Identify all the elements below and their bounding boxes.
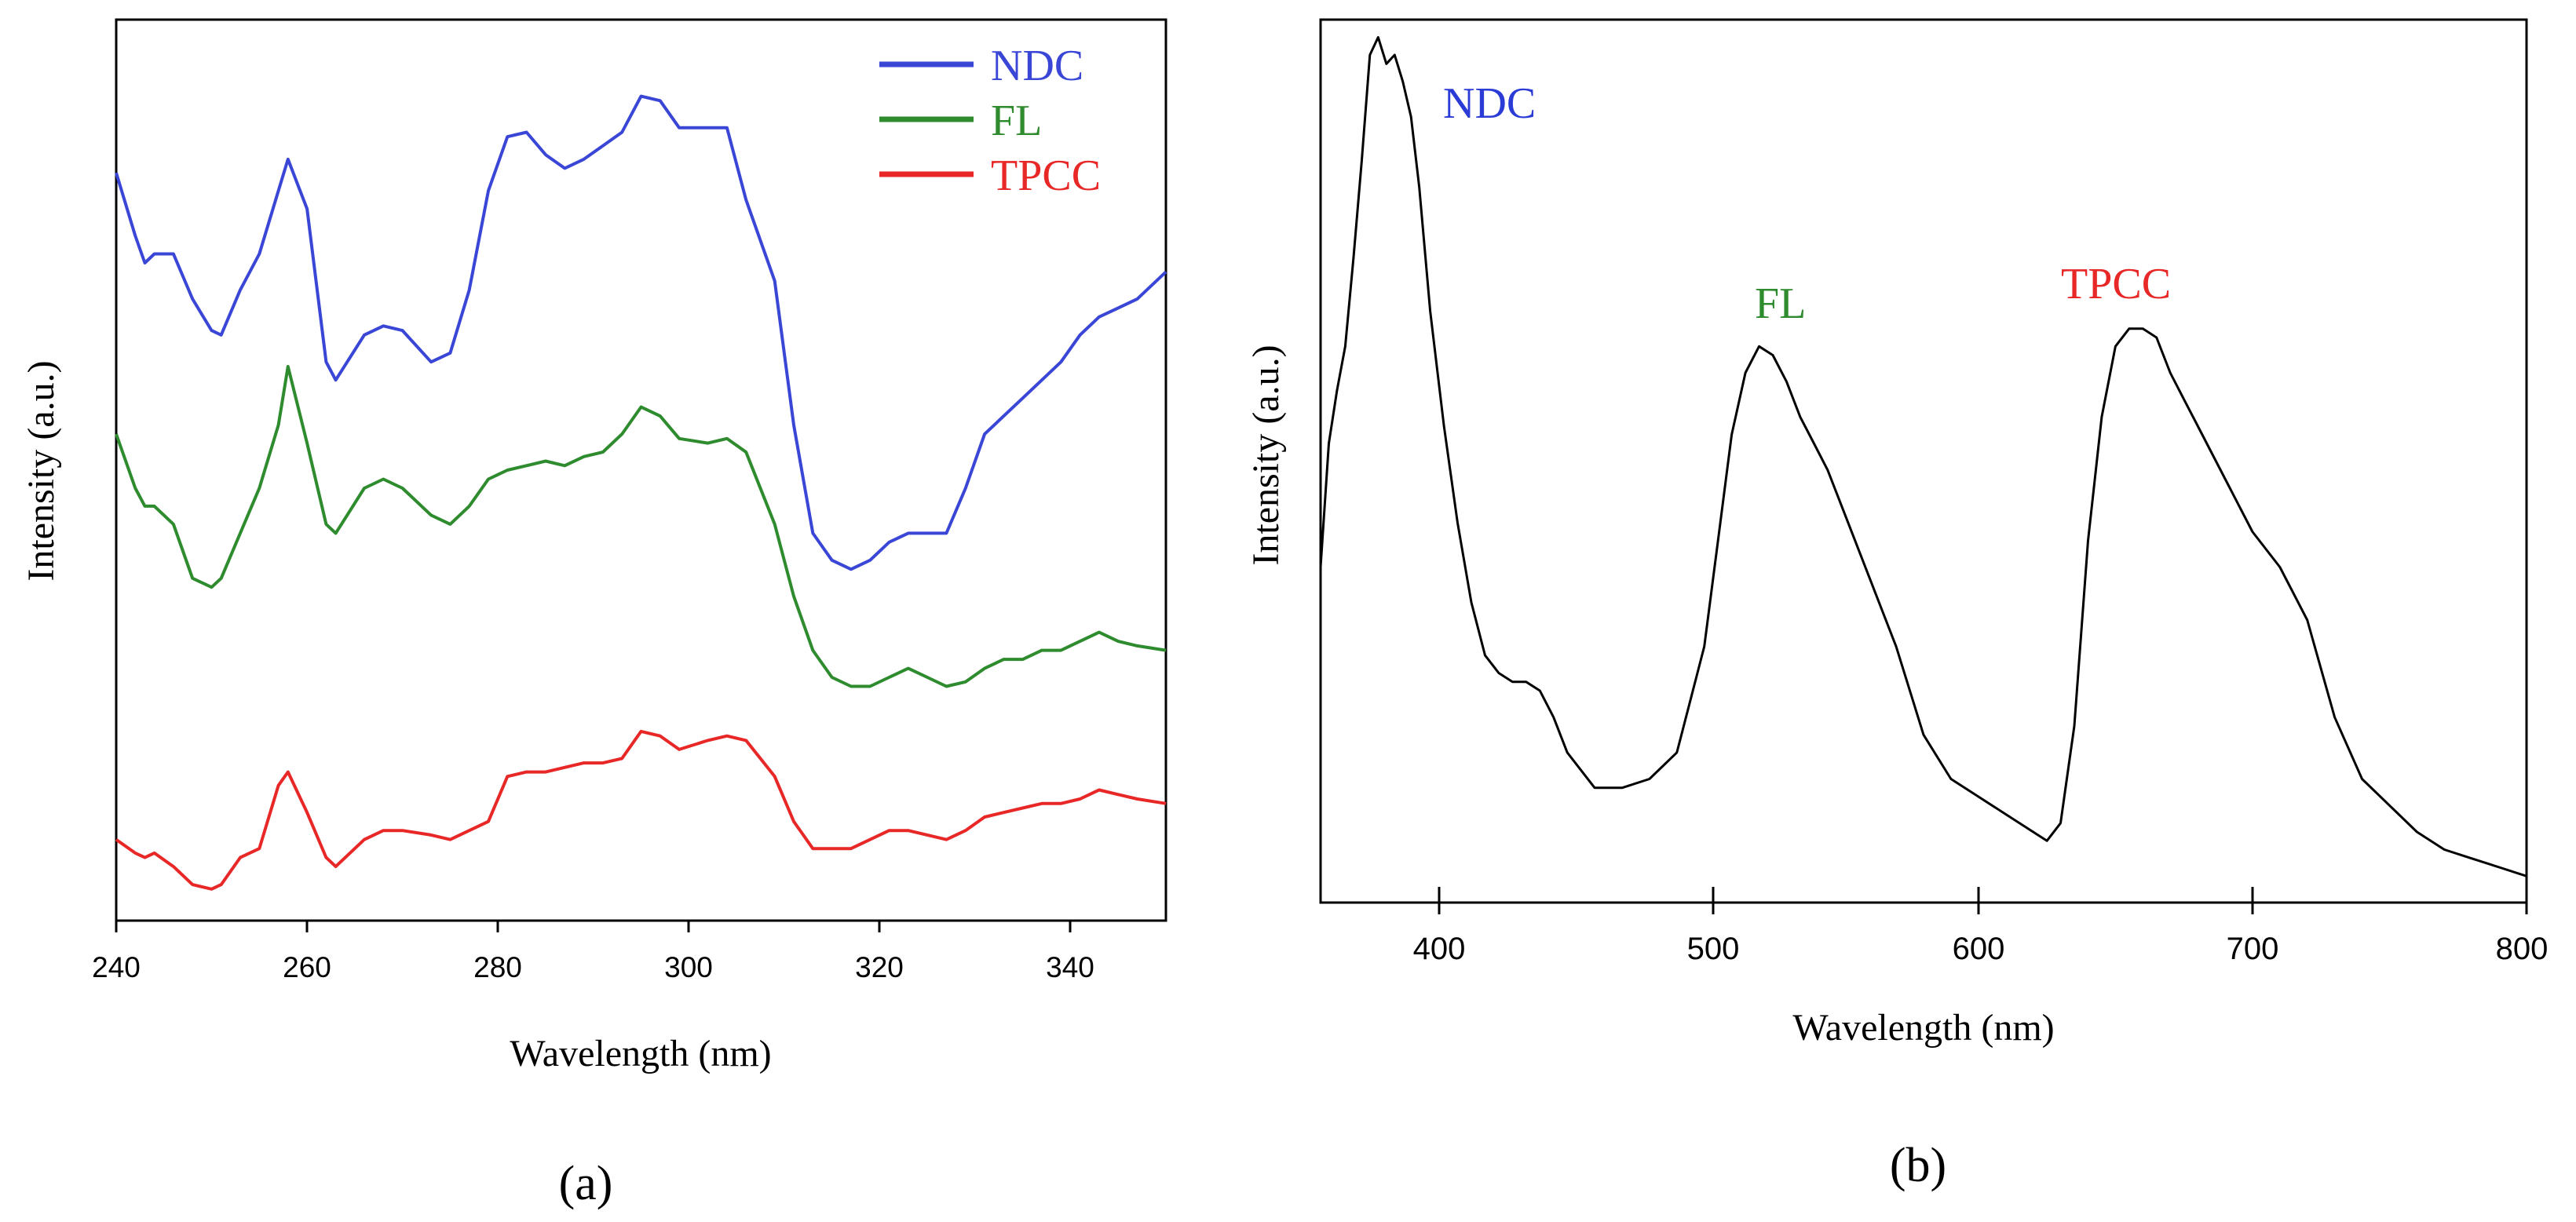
panel-a-x-ticks: 240 260 280 300 320 340 [92,921,1094,983]
panel-a-legend: NDC FL TPCC [879,42,1101,200]
panel-b-x-axis-title: Wavelength (nm) [1792,1007,2054,1049]
panel-a-series-group [115,94,1167,891]
x-tick-label: 800 [2496,932,2549,966]
annotation-ndc: NDC [1443,79,1536,128]
series-line-tpcc [115,729,1167,891]
x-tick-label: 280 [473,951,522,983]
legend-label-tpcc: TPCC [991,151,1101,200]
panel-b-frame [1319,18,2528,904]
legend-label-fl: FL [991,97,1042,145]
x-tick-label: 500 [1687,932,1740,966]
series-line-fl [115,365,1167,688]
x-tick-label: 260 [283,951,331,983]
panel-a-chart: 240 260 280 300 320 340 Wavelength (nm) … [20,18,1167,1210]
series-line-emission [1319,36,2527,877]
x-tick-label: 300 [664,951,713,983]
panel-b-x-ticks: 400 500 600 700 800 [1413,887,2549,966]
panel-a-y-axis-title: Intensity (a.u.) [20,360,62,581]
panel-a-x-axis-title: Wavelength (nm) [510,1033,771,1074]
x-tick-label: 400 [1413,932,1466,966]
legend-label-ndc: NDC [991,42,1083,90]
panel-b-label: (b) [1890,1139,1946,1192]
x-tick-label: 340 [1046,951,1094,983]
x-tick-label: 700 [2227,932,2279,966]
series-line-ndc [115,94,1167,571]
x-tick-label: 320 [855,951,904,983]
panel-b-chart: 400 500 600 700 800 Wavelength (nm) Inte… [1245,18,2549,1192]
x-tick-label: 240 [92,951,141,983]
panel-b-series-group [1319,36,2527,877]
x-tick-label: 600 [1953,932,2005,966]
panel-a-label: (a) [559,1157,613,1210]
panel-b-y-axis-title: Intensity (a.u.) [1245,345,1287,565]
panel-a-frame [115,18,1167,922]
annotation-tpcc: TPCC [2061,260,2171,308]
annotation-fl: FL [1755,279,1806,328]
